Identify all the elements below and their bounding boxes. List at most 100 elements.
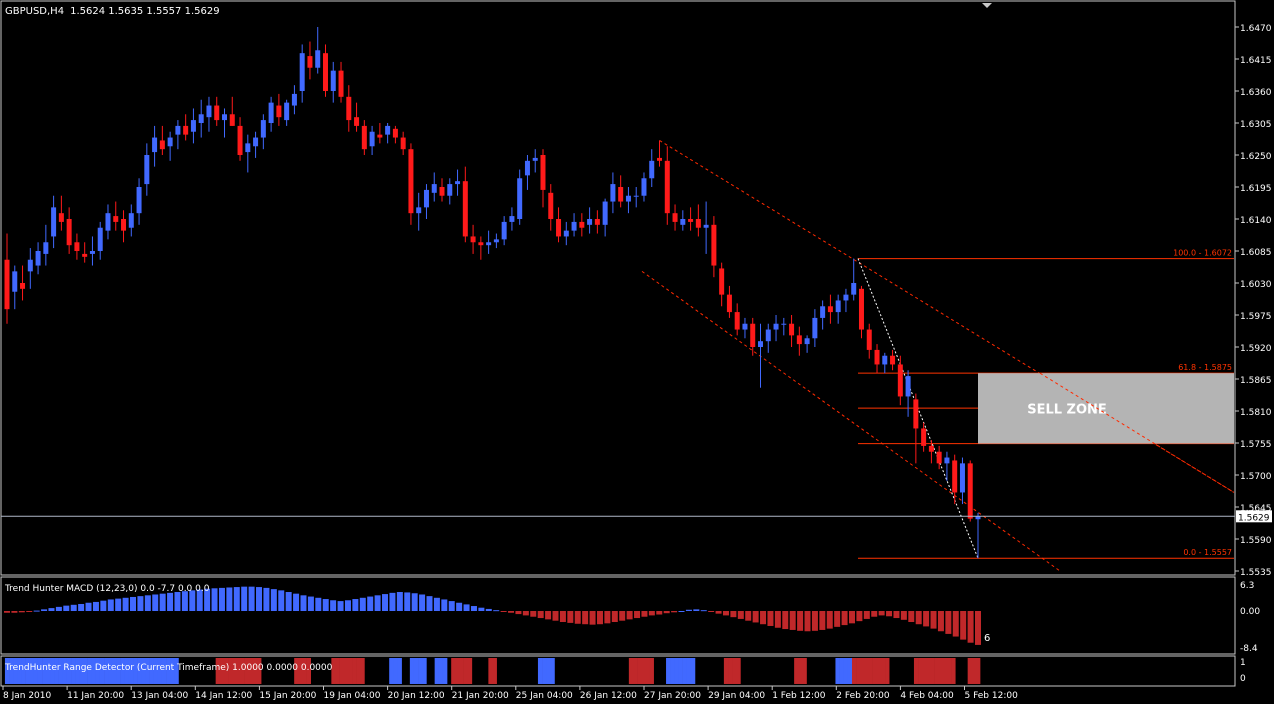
range-bar xyxy=(843,658,849,684)
candle-body xyxy=(664,160,670,214)
macd-bar xyxy=(722,611,729,616)
macd-bar xyxy=(834,611,841,627)
macd-bar xyxy=(878,611,885,616)
range-bar xyxy=(360,658,365,684)
macd-bar xyxy=(100,600,107,611)
range-bar xyxy=(847,658,853,684)
macd-bar xyxy=(478,607,485,611)
macd-bar xyxy=(604,611,611,624)
y-tick-label: 1.6140 xyxy=(1240,216,1272,226)
scroll-marker-icon[interactable] xyxy=(982,3,992,8)
candle-body xyxy=(618,187,624,202)
macd-bar xyxy=(337,601,344,611)
candle-body xyxy=(649,160,655,179)
range-bar xyxy=(930,658,935,684)
candle-body xyxy=(858,288,864,330)
macd-bar xyxy=(456,602,463,611)
candle-body xyxy=(827,306,833,313)
candle-body xyxy=(431,184,437,193)
candle-body xyxy=(462,181,468,237)
macd-bar xyxy=(226,587,233,611)
range-bar xyxy=(674,658,679,684)
time-axis: 8 Jan 2010 11 Jan 20:00 13 Jan 04:00 14 Jan… xyxy=(2,686,1018,701)
time-tick-label: 15 Jan 20:00 xyxy=(259,691,316,701)
macd-bar xyxy=(508,611,515,613)
candle-body xyxy=(338,70,344,97)
candle-body xyxy=(385,125,391,135)
macd-bar xyxy=(967,611,974,643)
macd-bar xyxy=(893,611,900,619)
candle-body xyxy=(307,56,313,68)
range-bar xyxy=(116,658,121,684)
macd-title: Trend Hunter MACD (12,23,0) 0.0 -7.7 0.0… xyxy=(4,584,210,594)
y-tick-label: 1.6360 xyxy=(1240,88,1272,98)
range-bar xyxy=(670,658,675,684)
macd-bar xyxy=(574,611,581,624)
candle-body xyxy=(66,219,72,246)
range-bar xyxy=(913,658,919,684)
macd-bar xyxy=(315,597,322,611)
macd-bar xyxy=(426,596,433,611)
macd-bar xyxy=(856,611,863,622)
range-bar xyxy=(868,658,873,684)
macd-bar xyxy=(559,611,566,623)
range-bar xyxy=(112,658,117,684)
candle-body xyxy=(206,105,212,118)
candle-body xyxy=(789,323,795,336)
macd-bar xyxy=(4,611,10,613)
candle-body xyxy=(322,53,328,91)
candle-body xyxy=(750,323,756,347)
macd-bar xyxy=(374,595,381,611)
macd-bar xyxy=(848,611,855,624)
time-tick-label: 19 Jan 04:00 xyxy=(324,691,381,701)
range-bar xyxy=(252,658,258,684)
macd-bar xyxy=(708,611,715,612)
candle-body xyxy=(765,329,771,342)
range-bar xyxy=(459,658,464,684)
candle-body xyxy=(501,221,507,240)
range-bar xyxy=(75,658,80,684)
candle-body xyxy=(291,93,297,106)
price-pane-frame xyxy=(0,0,1236,576)
range-bar xyxy=(864,658,869,684)
macd-bar xyxy=(819,611,826,630)
candle-body xyxy=(742,323,748,330)
candle-body xyxy=(820,306,826,318)
macd-bar xyxy=(915,611,922,625)
range-bar xyxy=(860,658,865,684)
time-tick-label: 11 Jan 20:00 xyxy=(67,691,124,701)
candle-body xyxy=(299,53,305,91)
macd-bar xyxy=(419,594,426,611)
candle-body xyxy=(835,300,841,313)
candle-body xyxy=(121,219,127,231)
range-bar xyxy=(728,658,733,684)
macd-bar xyxy=(841,611,848,626)
range-bar xyxy=(872,658,878,684)
candle-body xyxy=(952,460,958,493)
time-tick-label: 2 Feb 20:00 xyxy=(836,691,890,701)
range-bar xyxy=(66,658,72,684)
macd-bar xyxy=(382,594,389,611)
macd-bar xyxy=(285,592,292,611)
macd-bar xyxy=(167,592,174,611)
range-bar xyxy=(409,658,415,684)
candle-body xyxy=(159,140,165,150)
range-bar xyxy=(248,658,254,684)
y-tick-label: 1.6470 xyxy=(1240,24,1272,34)
candle-body xyxy=(354,117,360,126)
candle-body xyxy=(804,338,810,345)
range-bar xyxy=(546,658,551,684)
candle-body xyxy=(128,213,134,228)
candle-body xyxy=(936,451,942,464)
macd-bar xyxy=(85,602,92,611)
candle-body xyxy=(315,50,321,68)
range-bar xyxy=(4,658,10,684)
range-bar xyxy=(488,658,493,684)
macd-bar xyxy=(248,586,255,611)
candle-body xyxy=(610,184,616,202)
macd-bar xyxy=(693,609,700,611)
y-tick-label: 1.6305 xyxy=(1240,120,1272,130)
range-bar xyxy=(645,658,650,684)
range-bar xyxy=(46,658,51,684)
